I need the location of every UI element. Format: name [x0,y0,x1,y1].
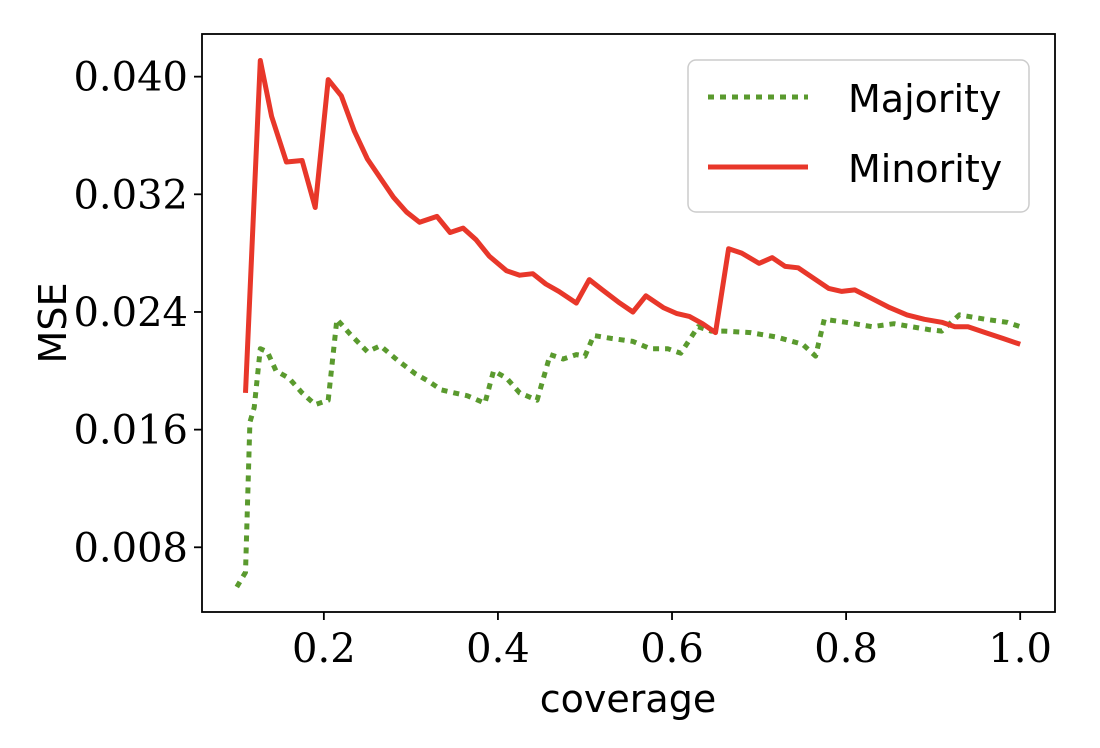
x-tick-label: 0.6 [640,626,704,672]
y-tick-label: 0.032 [73,172,188,218]
x-tick-label: 0.4 [466,626,530,672]
x-axis-label: coverage [540,677,716,721]
y-tick-label: 0.024 [73,290,188,336]
x-tick-label: 0.8 [814,626,878,672]
legend-label-minority: Minority [848,147,1002,191]
legend-label-majority: Majority [848,77,1001,121]
x-tick-label: 0.2 [292,626,356,672]
legend: Majority Minority [687,59,1030,213]
plot-frame [201,33,1056,613]
series-line-minority [243,58,1022,394]
y-tick-label: 0.040 [73,55,188,101]
y-tick-label: 0.008 [73,525,188,571]
x-tick-label: 1.0 [988,626,1052,672]
ticks-layer: 0.2 0.4 0.6 0.8 1.0 0.008 0.016 0.024 0.032 0.040 [73,55,1052,672]
series-layer [234,58,1022,589]
y-axis-label: MSE [31,283,75,364]
y-tick-label: 0.016 [73,408,188,454]
